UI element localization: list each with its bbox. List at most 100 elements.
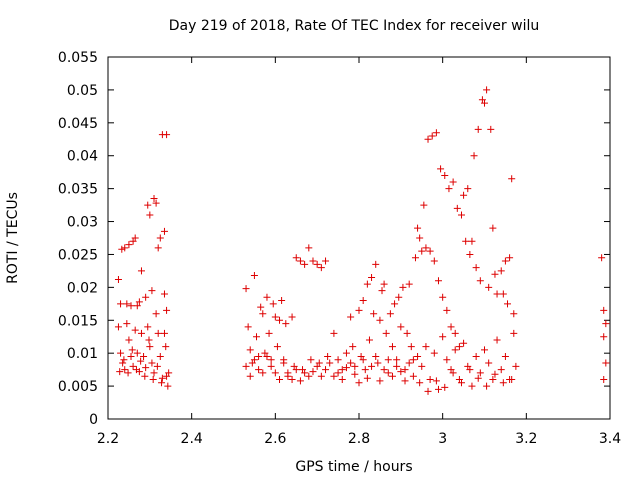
x-tick-label: 2.8 <box>348 431 370 447</box>
data-point <box>406 281 413 288</box>
data-point <box>155 244 162 251</box>
data-point <box>322 258 329 265</box>
data-point <box>410 356 417 363</box>
data-point <box>404 330 411 337</box>
data-point <box>276 376 283 383</box>
data-point <box>410 373 417 380</box>
data-point <box>144 202 151 209</box>
data-point <box>141 373 148 380</box>
data-point <box>120 356 127 363</box>
data-point <box>435 386 442 393</box>
data-point <box>510 310 517 317</box>
data-point <box>146 343 153 350</box>
data-point <box>385 369 392 376</box>
data-point <box>602 320 609 327</box>
data-point <box>393 363 400 370</box>
data-point <box>600 333 607 340</box>
chart-title: Day 219 of 2018, Rate Of TEC Index for r… <box>169 18 539 34</box>
data-point <box>433 377 440 384</box>
data-point <box>161 228 168 235</box>
data-point <box>494 337 501 344</box>
data-point <box>125 369 132 376</box>
data-point <box>117 300 124 307</box>
y-tick-label: 0.035 <box>58 182 98 198</box>
data-point <box>289 313 296 320</box>
data-point <box>282 320 289 327</box>
data-point <box>289 376 296 383</box>
data-point <box>148 360 155 367</box>
data-point <box>437 165 444 172</box>
data-point <box>305 244 312 251</box>
data-point <box>339 376 346 383</box>
plot-frame <box>108 57 610 419</box>
data-point <box>368 363 375 370</box>
data-point <box>142 294 149 301</box>
data-point <box>598 254 605 261</box>
data-point <box>429 132 436 139</box>
axes: 2.2 2.4 2.6 2.8 3 3.2 3.4 0 0.005 0.01 0.015 0.02 0.… <box>58 50 621 447</box>
data-points <box>115 86 609 394</box>
data-point <box>351 363 358 370</box>
data-point <box>163 131 170 138</box>
data-point <box>270 300 277 307</box>
data-point <box>425 388 432 395</box>
data-point <box>130 363 137 370</box>
data-point <box>448 323 455 330</box>
data-point <box>324 353 331 360</box>
data-point <box>347 313 354 320</box>
data-point <box>255 366 262 373</box>
data-point <box>245 323 252 330</box>
data-point <box>376 377 383 384</box>
data-point <box>146 211 153 218</box>
data-point <box>443 307 450 314</box>
data-point <box>483 86 490 93</box>
data-point <box>161 290 168 297</box>
data-point <box>161 330 168 337</box>
data-point <box>383 330 390 337</box>
data-point <box>385 356 392 363</box>
data-point <box>510 330 517 337</box>
data-point <box>144 323 151 330</box>
data-point <box>276 317 283 324</box>
y-tick-label: 0.03 <box>67 215 98 231</box>
data-point <box>272 313 279 320</box>
data-point <box>422 244 429 251</box>
data-point <box>268 363 275 370</box>
data-point <box>158 379 165 386</box>
data-point <box>443 356 450 363</box>
data-point <box>163 307 170 314</box>
data-point <box>274 343 281 350</box>
data-point <box>278 297 285 304</box>
data-point <box>132 327 139 334</box>
data-point <box>425 136 432 143</box>
x-tick-label: 3.4 <box>599 431 621 447</box>
data-point <box>157 353 164 360</box>
data-point <box>466 251 473 258</box>
data-point <box>318 373 325 380</box>
data-point <box>330 373 337 380</box>
data-point <box>284 373 291 380</box>
data-point <box>150 376 157 383</box>
data-point <box>335 369 342 376</box>
data-point <box>351 371 358 378</box>
data-point <box>397 323 404 330</box>
data-point <box>243 363 250 370</box>
y-axis-label: ROTI / TECUs <box>5 192 21 284</box>
data-point <box>431 350 438 357</box>
scatter-plot: Day 219 of 2018, Rate Of TEC Index for r… <box>0 0 640 480</box>
data-point <box>305 373 312 380</box>
data-point <box>420 202 427 209</box>
data-point <box>145 337 152 344</box>
data-point <box>498 366 505 373</box>
data-point <box>491 271 498 278</box>
data-point <box>309 368 316 375</box>
data-point <box>343 350 350 357</box>
data-point <box>376 317 383 324</box>
data-point <box>322 366 329 373</box>
data-point <box>468 238 475 245</box>
data-point <box>123 320 130 327</box>
chart: Day 219 of 2018, Rate Of TEC Index for r… <box>0 0 640 480</box>
data-point <box>600 307 607 314</box>
data-point <box>119 360 126 367</box>
data-point <box>164 383 171 390</box>
